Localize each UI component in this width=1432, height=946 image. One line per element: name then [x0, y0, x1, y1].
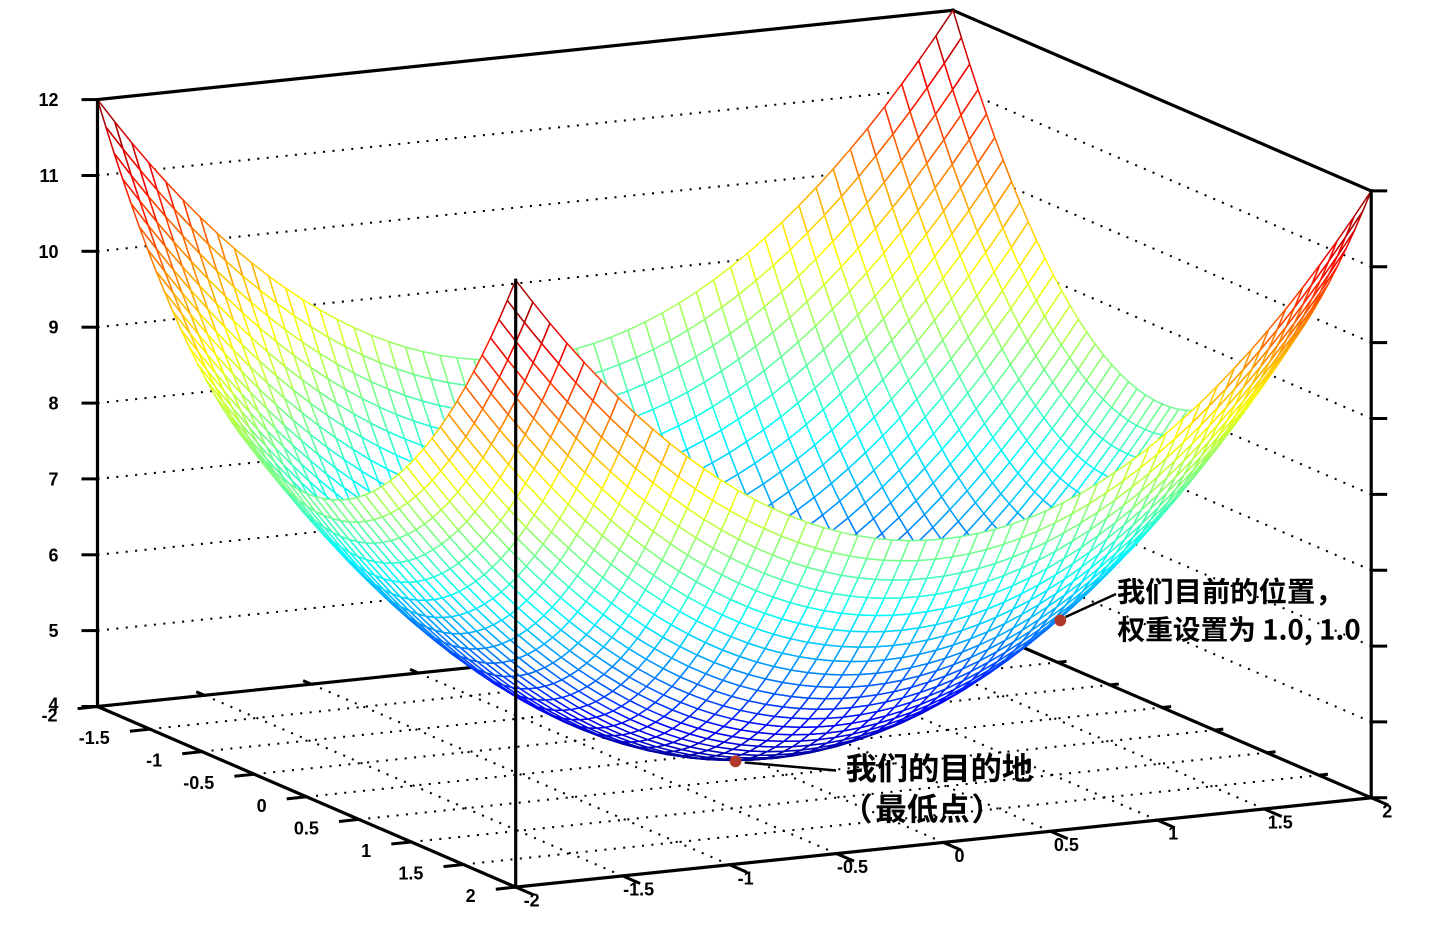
svg-text:9: 9 — [48, 318, 58, 338]
svg-text:1.5: 1.5 — [398, 864, 423, 884]
svg-text:7: 7 — [48, 469, 58, 489]
svg-text:-0.5: -0.5 — [183, 773, 214, 793]
svg-text:0.5: 0.5 — [294, 818, 319, 838]
svg-text:-2: -2 — [524, 891, 540, 911]
svg-text:-1: -1 — [146, 751, 162, 771]
svg-text:10: 10 — [38, 242, 58, 262]
svg-text:11: 11 — [39, 166, 58, 186]
svg-text:5: 5 — [48, 621, 58, 641]
svg-text:1: 1 — [361, 841, 371, 861]
svg-text:-1.5: -1.5 — [79, 728, 110, 748]
svg-text:0: 0 — [954, 846, 964, 866]
svg-text:-0.5: -0.5 — [837, 857, 868, 877]
svg-text:2: 2 — [466, 886, 476, 906]
svg-text:0.5: 0.5 — [1054, 835, 1079, 855]
svg-text:4: 4 — [48, 695, 58, 715]
svg-text:8: 8 — [48, 394, 58, 414]
svg-text:-1.5: -1.5 — [623, 879, 654, 899]
svg-text:1.5: 1.5 — [1268, 813, 1293, 833]
svg-text:2: 2 — [1382, 801, 1392, 821]
svg-text:1: 1 — [1168, 824, 1178, 844]
svg-text:6: 6 — [48, 545, 58, 565]
svg-text:-2: -2 — [41, 706, 57, 726]
svg-text:12: 12 — [38, 90, 58, 110]
svg-text:0: 0 — [257, 796, 267, 816]
svg-text:-1: -1 — [738, 868, 754, 888]
